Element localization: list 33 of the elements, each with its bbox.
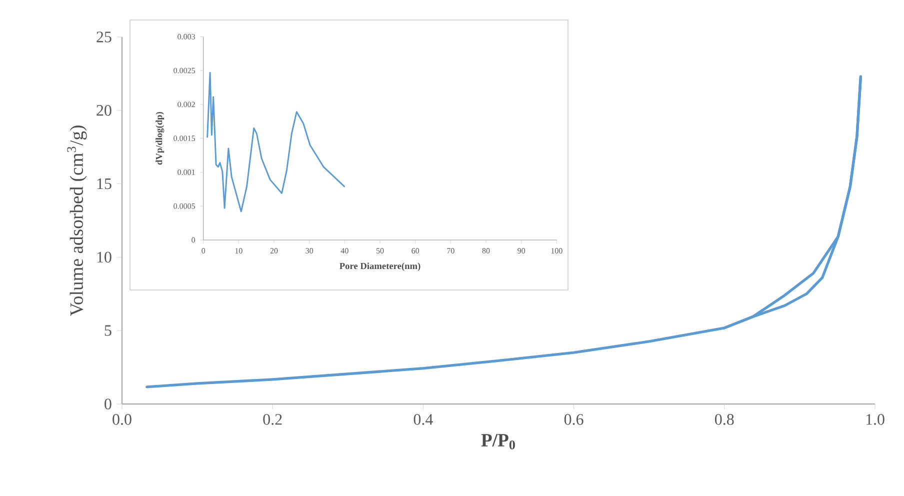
x-tick-label: 0.6 bbox=[564, 414, 584, 425]
y-tick-label: 20 bbox=[96, 104, 112, 116]
y-tick-label: 0.001 bbox=[178, 169, 195, 175]
x-tick-label: 90 bbox=[518, 248, 526, 254]
x-tick-label: 80 bbox=[482, 248, 490, 254]
x-tick-label: 1.0 bbox=[866, 414, 884, 425]
x-tick-label: 100 bbox=[551, 248, 562, 254]
x-tick-label: 70 bbox=[447, 248, 454, 254]
x-tick-label: 50 bbox=[376, 248, 384, 254]
y-tick-label: 25 bbox=[96, 32, 112, 42]
y-tick-label: 0.003 bbox=[178, 34, 195, 40]
x-axis-title: P/P$_{0}$ bbox=[481, 434, 515, 450]
x-tick-label: 0 bbox=[202, 248, 206, 254]
y-tick-label: 0 bbox=[192, 237, 195, 243]
y-tick-label: 15 bbox=[97, 178, 112, 190]
x-tick-label: 20 bbox=[270, 248, 278, 254]
x-tick-label: 30 bbox=[306, 248, 314, 254]
x-tick-label: 0.8 bbox=[715, 414, 734, 425]
x-tick-label: 0.2 bbox=[263, 414, 282, 425]
x-tick-label: 40 bbox=[340, 248, 348, 254]
y-tick-label: 0.0015 bbox=[174, 136, 195, 142]
y-tick-label: 0.0005 bbox=[174, 203, 195, 209]
x-tick-label: 0.4 bbox=[414, 414, 433, 425]
y-axis-title: dVp/dlog(dp) bbox=[156, 112, 164, 165]
y-tick-label: 5 bbox=[104, 325, 112, 336]
x-tick-label: 0.0 bbox=[112, 414, 132, 425]
y-axis-title: Volume adsorbed (cm$^{3}$/g) bbox=[67, 126, 87, 316]
y-tick-label: 0.0025 bbox=[174, 68, 195, 74]
x-axis-title: Pore Diametere(nm) bbox=[340, 262, 420, 272]
x-tick-label: 10 bbox=[235, 248, 242, 254]
y-tick-label: 0.002 bbox=[178, 102, 195, 108]
x-tick-label: 60 bbox=[412, 248, 420, 254]
y-tick-label: 0 bbox=[104, 398, 112, 410]
